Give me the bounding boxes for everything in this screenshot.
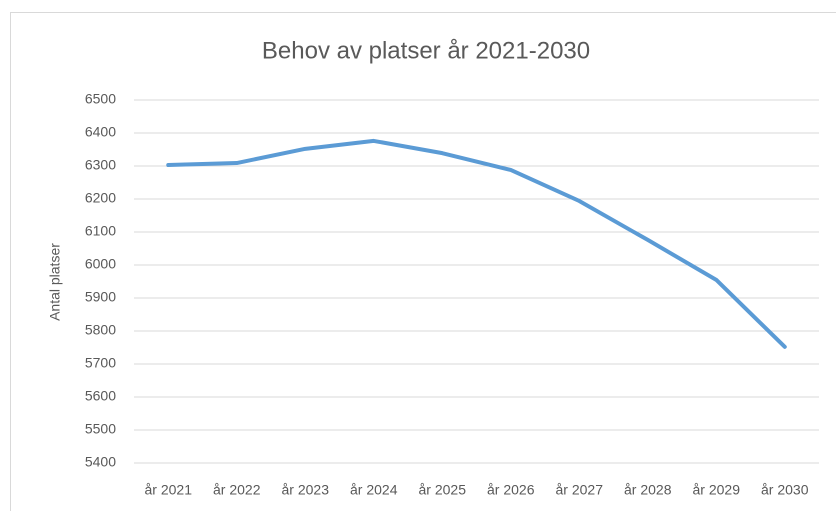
x-tick-label: år 2021	[145, 482, 193, 498]
x-tick-label: år 2023	[282, 482, 330, 498]
y-axis-label: Antal platser	[47, 243, 63, 321]
y-tick-label: 6200	[85, 190, 116, 206]
y-tick-label: 6000	[85, 256, 116, 272]
x-tick-label: år 2026	[487, 482, 535, 498]
y-tick-label: 5900	[85, 289, 116, 305]
x-tick-label: år 2029	[693, 482, 741, 498]
data-line	[166, 138, 787, 349]
x-tick-label: år 2022	[213, 482, 261, 498]
x-tick-label: år 2025	[419, 482, 467, 498]
x-tick-label: år 2027	[556, 482, 604, 498]
chart-frame	[10, 12, 836, 511]
y-tick-label: 6100	[85, 223, 116, 239]
y-tick-label: 5400	[85, 454, 116, 470]
y-tick-label: 5600	[85, 388, 116, 404]
y-tick-label: 5700	[85, 355, 116, 371]
y-tick-label: 5800	[85, 322, 116, 338]
x-tick-label: år 2030	[761, 482, 809, 498]
y-tick-label: 5500	[85, 421, 116, 437]
x-tick-label: år 2024	[350, 482, 398, 498]
x-tick-label: år 2028	[624, 482, 672, 498]
y-tick-label: 6400	[85, 124, 116, 140]
y-tick-label: 6500	[85, 91, 116, 107]
chart-title: Behov av platser år 2021-2030	[262, 37, 590, 64]
y-tick-label: 6300	[85, 157, 116, 173]
